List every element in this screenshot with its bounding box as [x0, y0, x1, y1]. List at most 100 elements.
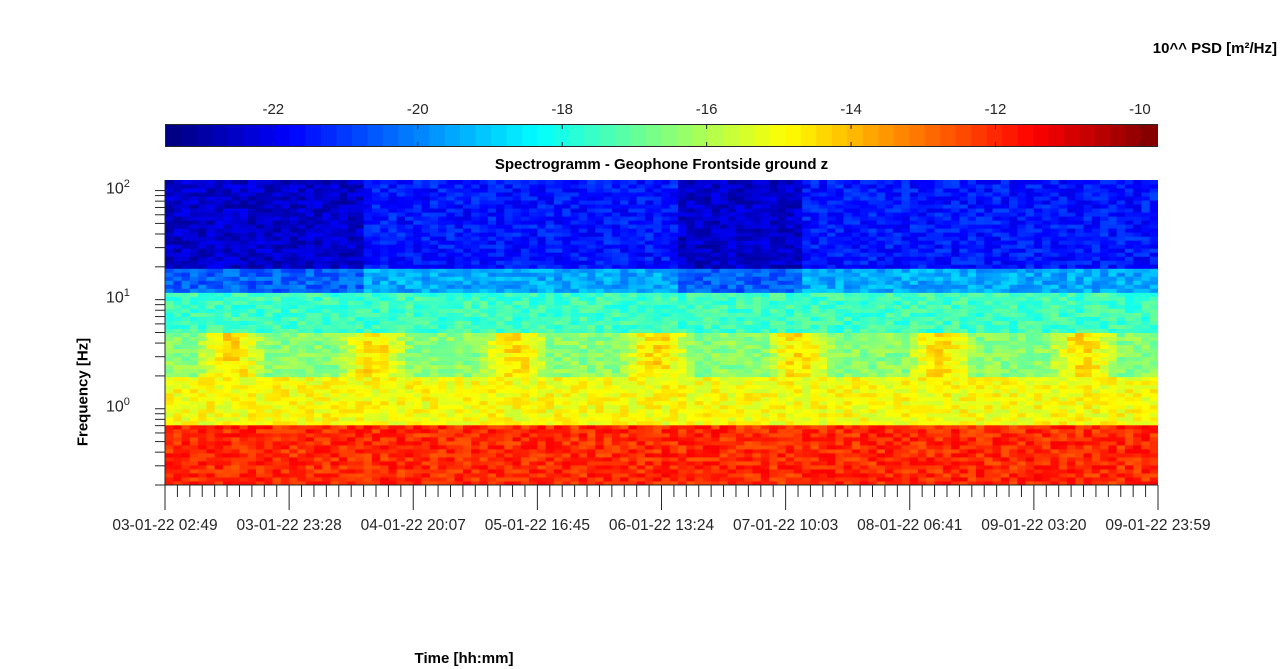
spectrogram-cell [413, 372, 423, 378]
spectrogram-cell [611, 432, 621, 438]
spectrogram-cell [1091, 340, 1101, 346]
spectrogram-cell [1033, 336, 1043, 342]
spectrogram-cell [818, 420, 828, 426]
spectrogram-cell [661, 480, 671, 485]
spectrogram-cell [636, 320, 646, 325]
spectrogram-cell [1042, 476, 1051, 482]
spectrogram-cell [984, 384, 994, 390]
spectrogram-cell [744, 428, 754, 434]
spectrogram-cell [595, 332, 605, 338]
spectrogram-cell [1000, 428, 1010, 434]
spectrogram-cell [313, 360, 323, 366]
spectrogram-cell [984, 464, 994, 470]
spectrogram-cell [818, 460, 828, 466]
spectrogram-cell [504, 460, 514, 466]
spectrogram-cell [429, 340, 439, 346]
spectrogram-cell [686, 464, 696, 470]
spectrogram-cell [918, 480, 927, 485]
spectrogram-cell [769, 436, 778, 442]
spectrogram-cell [239, 376, 249, 382]
spectrogram-cell [620, 324, 629, 329]
spectrogram-cell [669, 384, 679, 390]
spectrogram-cell [934, 376, 944, 382]
spectrogram-cell [438, 368, 447, 374]
spectrogram-cell [413, 364, 423, 370]
spectrogram-cell [918, 328, 927, 333]
colorbar-step [367, 125, 384, 146]
spectrogram-cell [222, 352, 232, 358]
spectrogram-cell [380, 320, 389, 325]
spectrogram-cell [404, 416, 414, 422]
spectrogram-cell [595, 336, 605, 342]
spectrogram-cell [1025, 352, 1035, 358]
spectrogram-cell [446, 460, 456, 466]
spectrogram-cell [1075, 380, 1085, 386]
spectrogram-cell [256, 320, 265, 325]
spectrogram-cell [1141, 332, 1151, 338]
spectrogram-cell [644, 320, 654, 325]
spectrogram-cell [1141, 336, 1151, 342]
spectrogram-cell [429, 432, 439, 438]
spectrogram-cell [347, 360, 356, 366]
spectrogram-cell [272, 460, 282, 466]
spectrogram-cell [380, 340, 389, 346]
spectrogram-cell [876, 404, 886, 410]
spectrogram-cell [1042, 480, 1051, 485]
spectrogram-cell [1050, 408, 1060, 414]
spectrogram-cell [1100, 388, 1109, 394]
spectrogram-cell [396, 404, 406, 410]
spectrogram-cell [1009, 388, 1018, 394]
spectrogram-cell [843, 340, 853, 346]
spectrogram-cell [1083, 364, 1093, 370]
spectrogram-cell [992, 332, 1002, 338]
spectrogram-cell [653, 472, 663, 478]
spectrogram-cell [769, 348, 778, 354]
spectrogram-cell [587, 380, 596, 386]
spectrogram-cell [404, 412, 414, 418]
spectrogram-cell [777, 324, 787, 329]
spectrogram-cell [545, 360, 555, 366]
spectrogram-cell [396, 444, 406, 450]
spectrogram-cell [330, 420, 340, 426]
spectrogram-cell [454, 464, 464, 470]
spectrogram-cell [1108, 376, 1118, 382]
spectrogram-cell [951, 328, 960, 333]
spectrogram-cell [504, 396, 514, 402]
spectrogram-cell [769, 388, 778, 394]
spectrogram-cell [1108, 360, 1118, 366]
spectrogram-cell [289, 380, 298, 386]
spectrogram-cell [347, 468, 356, 474]
spectrogram-cell [1025, 424, 1035, 430]
spectrogram-cell [860, 324, 869, 329]
spectrogram-cell [777, 472, 787, 478]
spectrogram-cell [206, 436, 216, 442]
spectrogram-cell [901, 428, 911, 434]
spectrogram-cell [636, 440, 646, 446]
spectrogram-cell [843, 460, 853, 466]
spectrogram-cell [975, 348, 985, 354]
spectrogram-cell [1083, 400, 1093, 406]
spectrogram-cell [570, 412, 580, 418]
spectrogram-cell [1124, 340, 1134, 346]
spectrogram-cell [1075, 328, 1085, 333]
spectrogram-cell [256, 444, 265, 450]
spectrogram-cell [1108, 388, 1118, 394]
spectrogram-cell [165, 420, 174, 426]
spectrogram-cell [322, 332, 331, 338]
spectrogram-cell [1066, 320, 1076, 325]
spectrogram-cell [984, 420, 994, 426]
spectrogram-cell [1116, 392, 1126, 398]
spectrogram-cell [1108, 332, 1118, 338]
spectrogram-cell [744, 400, 754, 406]
colorbar-step [258, 125, 275, 146]
spectrogram-cell [636, 452, 646, 458]
spectrogram-cell [735, 392, 745, 398]
spectrogram-cell [404, 388, 414, 394]
spectrogram-cell [272, 324, 282, 329]
spectrogram-cell [462, 340, 472, 346]
spectrogram-cell [529, 324, 538, 329]
spectrogram-cell [446, 352, 456, 358]
spectrogram-cell [1141, 444, 1151, 450]
spectrogram-cell [1033, 364, 1043, 370]
spectrogram-cell [901, 416, 911, 422]
